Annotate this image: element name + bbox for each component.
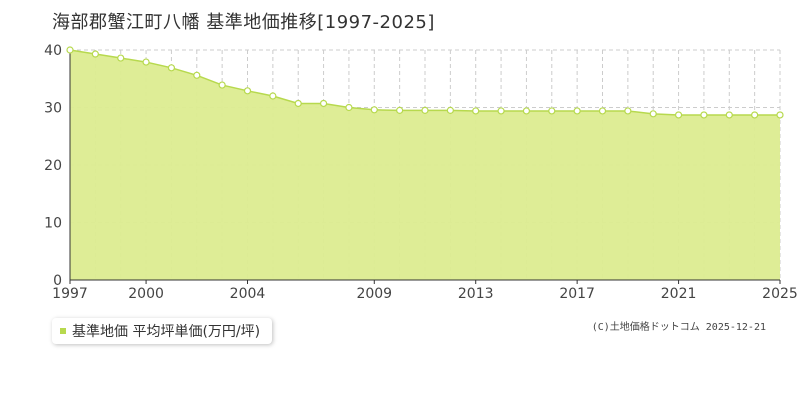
data-markers: [66, 46, 784, 119]
data-point: [446, 106, 454, 114]
y-tick-label: 10: [44, 216, 62, 232]
chart-title: 海部郡蟹江町八幡 基準地価推移[1997-2025]: [52, 12, 435, 33]
x-tick-label: 2000: [128, 286, 164, 302]
data-point: [117, 54, 125, 62]
data-point: [91, 50, 99, 58]
data-point: [319, 99, 328, 108]
x-axis-ticks: 1997 2000 2004 2009 2013 2017 2021 2025: [52, 280, 798, 302]
data-point: [218, 81, 226, 89]
x-tick-label: 2025: [762, 286, 798, 302]
y-tick-label: 30: [44, 101, 62, 117]
plot-area: [69, 49, 780, 280]
area-fill: [70, 50, 780, 280]
legend-label: 基準地価 平均坪単価(万円/坪): [72, 324, 261, 340]
x-tick-label: 2021: [661, 286, 697, 302]
y-axis-ticks: 0 10 20 30 40: [44, 43, 62, 289]
data-point: [294, 99, 302, 108]
x-tick-label: 1997: [52, 286, 88, 302]
data-point: [472, 107, 480, 115]
data-point: [674, 111, 683, 119]
data-point: [573, 107, 581, 115]
y-tick-label: 20: [44, 158, 62, 174]
data-point: [243, 87, 252, 95]
data-point: [193, 71, 201, 79]
data-point: [751, 111, 759, 119]
data-point: [624, 107, 632, 115]
data-point: [522, 107, 531, 115]
data-point: [497, 107, 505, 115]
data-point: [167, 64, 176, 72]
data-point: [421, 106, 429, 114]
data-point: [548, 107, 556, 115]
x-tick-label: 2017: [559, 286, 595, 302]
data-point: [345, 103, 353, 112]
legend-swatch: [60, 328, 66, 334]
x-tick-label: 2004: [230, 286, 266, 302]
axes: [69, 50, 780, 281]
data-point: [725, 111, 733, 119]
copyright-text: (C)土地価格ドットコム 2025-12-21: [591, 322, 766, 333]
data-point: [142, 58, 150, 66]
x-tick-label: 2009: [356, 286, 392, 302]
data-point: [776, 111, 784, 119]
data-point: [370, 106, 378, 114]
x-tick-label: 2013: [458, 286, 494, 302]
data-point: [269, 92, 277, 100]
y-tick-label: 0: [53, 273, 62, 289]
data-point: [700, 111, 708, 119]
data-point: [649, 110, 657, 118]
y-tick-label: 40: [44, 43, 62, 59]
data-point: [66, 46, 74, 54]
data-point: [598, 107, 607, 115]
legend: 基準地価 平均坪単価(万円/坪): [52, 318, 273, 344]
data-point: [396, 106, 404, 114]
